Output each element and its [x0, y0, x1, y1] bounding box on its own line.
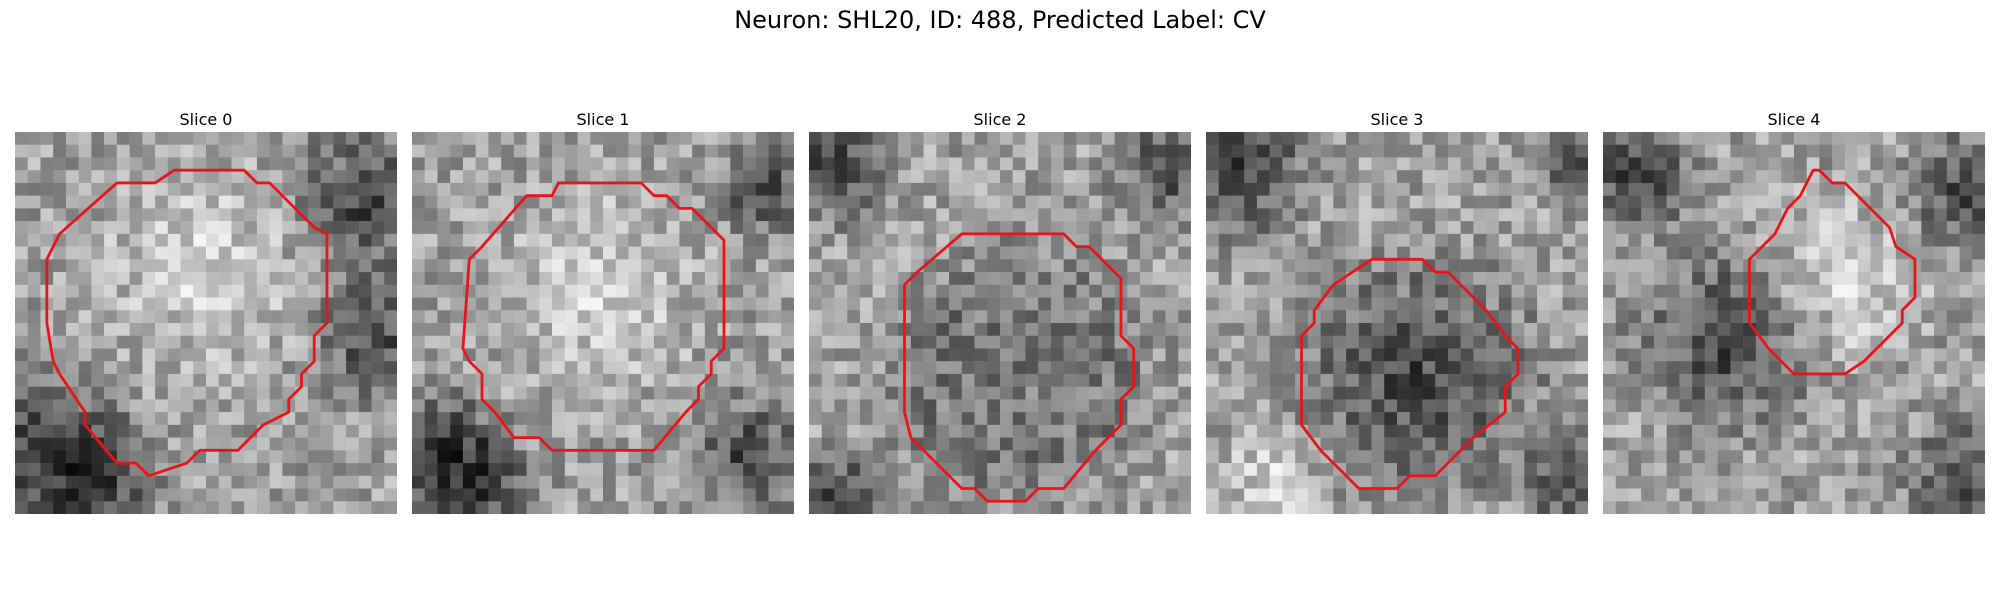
slice-image: [1206, 132, 1588, 514]
pixel-grid: [1206, 132, 1588, 514]
pixel-grid: [809, 132, 1191, 514]
roi-contour: [903, 232, 1136, 503]
pixel-grid: [412, 132, 794, 514]
pixel-grid: [1603, 132, 1985, 514]
slice-image: [809, 132, 1191, 514]
roi-contour: [1300, 257, 1520, 490]
panel-slice-4: Slice 4: [1603, 108, 1985, 514]
slice-image: [1603, 132, 1985, 514]
roi-contour: [461, 181, 726, 452]
panel-title: Slice 3: [1370, 110, 1424, 129]
slice-image: [15, 132, 397, 514]
panel-title: Slice 0: [179, 110, 233, 129]
panel-title: Slice 2: [973, 110, 1027, 129]
panel-slice-1: Slice 1: [412, 108, 794, 514]
slice-image: [412, 132, 794, 514]
figure-title: Neuron: SHL20, ID: 488, Predicted Label:…: [734, 6, 1266, 34]
panel-slice-0: Slice 0: [15, 108, 397, 514]
roi-contour: [45, 168, 329, 478]
panel-slice-3: Slice 3: [1206, 108, 1588, 514]
roi-contour: [1748, 168, 1917, 376]
panel-title: Slice 1: [576, 110, 630, 129]
pixel-grid: [15, 132, 397, 514]
panel-slice-2: Slice 2: [809, 108, 1191, 514]
panel-title: Slice 4: [1767, 110, 1821, 129]
